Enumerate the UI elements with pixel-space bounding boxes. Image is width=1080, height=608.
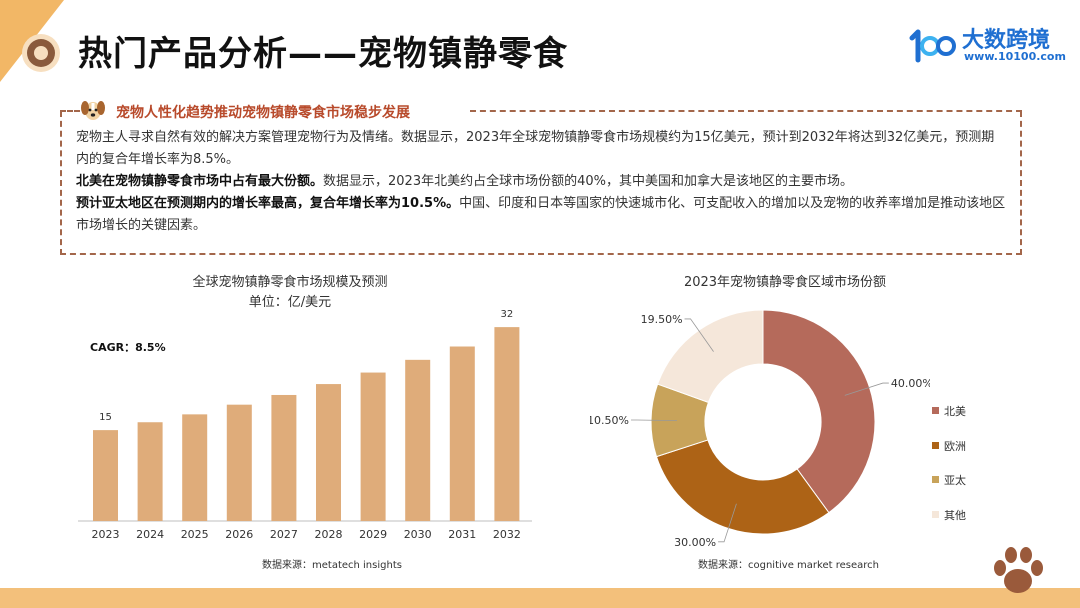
bar [137, 422, 163, 521]
legend-swatch [932, 441, 939, 449]
brand-mark-icon [909, 29, 956, 63]
legend-item: 北美 [932, 403, 966, 438]
data-label: 32 [501, 309, 514, 320]
bar [182, 414, 208, 521]
legend-label: 亚太 [944, 474, 966, 487]
leader-line [718, 503, 737, 543]
pie-chart-source: 数据来源：cognitive market research [698, 560, 879, 571]
info-box [60, 111, 1022, 255]
info-box-border [60, 110, 80, 112]
leader-line [684, 318, 714, 352]
bar-chart-subtitle: 单位：亿/美元 [248, 295, 332, 310]
legend-item: 欧洲 [932, 438, 966, 473]
pie-data-label: 10.50% [590, 414, 629, 427]
brand-logo: 大数跨境 www.10100.com [906, 20, 1066, 68]
pie-slice [656, 309, 764, 403]
bar-chart-title: 全球宠物镇静零食市场规模及预测 [192, 275, 388, 290]
bar [93, 430, 118, 521]
brand-name: 大数跨境 [962, 28, 1051, 53]
legend-swatch [932, 510, 939, 518]
legend-swatch [932, 476, 939, 483]
bar-chart-source: 数据来源：metatech insights [262, 560, 402, 571]
pie-data-label: 30.00% [674, 536, 716, 549]
bar [449, 346, 475, 521]
pie-slice [762, 309, 876, 514]
x-tick-label: 2026 [225, 528, 253, 541]
pie-data-label: 19.50% [641, 313, 683, 326]
x-tick-label: 2031 [448, 528, 476, 541]
legend-label: 其他 [944, 508, 966, 522]
x-tick-label: 2029 [359, 528, 387, 541]
pie-slice [655, 439, 830, 535]
pie-data-label: 40.00% [891, 377, 930, 390]
pie-chart-title: 2023年宠物镇静零食区域市场份额 [683, 275, 887, 290]
data-label: 15 [99, 412, 112, 423]
bar [405, 359, 431, 521]
pie-chart: 40.00% 30.00% 10.50% 19.50% [590, 309, 930, 549]
info-body: 宠物主人寻求自然有效的解决方案管理宠物行为及情绪。数据显示，2023年全球宠物镇… [76, 127, 1006, 237]
cagr-annotation: CAGR：8.5% [90, 341, 166, 354]
legend-item: 亚太 [932, 472, 966, 507]
x-tick-label: 2027 [270, 528, 298, 541]
bar [226, 404, 252, 521]
brand-url: www.10100.com [964, 50, 1066, 63]
legend-swatch [932, 407, 939, 414]
info-paragraph-3-bold: 预计亚太地区在预测期内的增长率最高，复合年增长率为10.5%。 [76, 196, 460, 211]
paw-print-icon [994, 547, 1043, 593]
info-heading: 宠物人性化趋势推动宠物镇静零食市场稳步发展 [116, 105, 410, 121]
info-paragraph-2-text: 数据显示，2023年北美约占全球市场份额的40%，其中美国和加拿大是该地区的主要… [323, 174, 853, 189]
legend-item: 其他 [932, 507, 966, 542]
pie-legend: 北美 欧洲 亚太 其他 [932, 403, 966, 541]
bar [494, 327, 520, 521]
x-tick-label: 2028 [315, 528, 343, 541]
info-paragraph-1: 宠物主人寻求自然有效的解决方案管理宠物行为及情绪。数据显示，2023年全球宠物镇… [76, 130, 995, 167]
bar [360, 372, 386, 521]
info-paragraph-2-bold: 北美在宠物镇静零食市场中占有最大份额。 [76, 174, 324, 189]
legend-label: 北美 [944, 405, 966, 418]
bar-chart: CAGR：8.5% 2023 15 2024 2025 2026 2027 2028 2029 2… [78, 309, 532, 541]
x-tick-label: 2024 [136, 528, 164, 541]
x-tick-label: 2032 [493, 528, 521, 541]
leader-line [844, 382, 889, 396]
page-title: 热门产品分析——宠物镇静零食 [78, 34, 568, 74]
dog-icon [81, 101, 105, 120]
info-paragraph-2: 北美在宠物镇静零食市场中占有最大份额。数据显示，2023年北美约占全球市场份额的… [76, 171, 1006, 193]
leader-line [631, 419, 678, 422]
x-tick-label: 2023 [92, 528, 120, 541]
bar [316, 384, 341, 521]
info-paragraph-3: 预计亚太地区在预测期内的增长率最高，复合年增长率为10.5%。中国、印度和日本等… [76, 193, 1006, 237]
info-paragraph-3-text: 中国、印度和日本等国家的快速城市化、可支配收入的增加以及宠物的收养率增加是推动该… [76, 196, 1006, 233]
x-tick-label: 2025 [181, 528, 209, 541]
x-tick-label: 2030 [404, 528, 432, 541]
bar [271, 394, 297, 521]
title-bullet-icon [22, 34, 60, 72]
legend-label: 欧洲 [944, 439, 966, 453]
info-box-border [470, 110, 1022, 112]
bottom-bar [0, 588, 1080, 608]
